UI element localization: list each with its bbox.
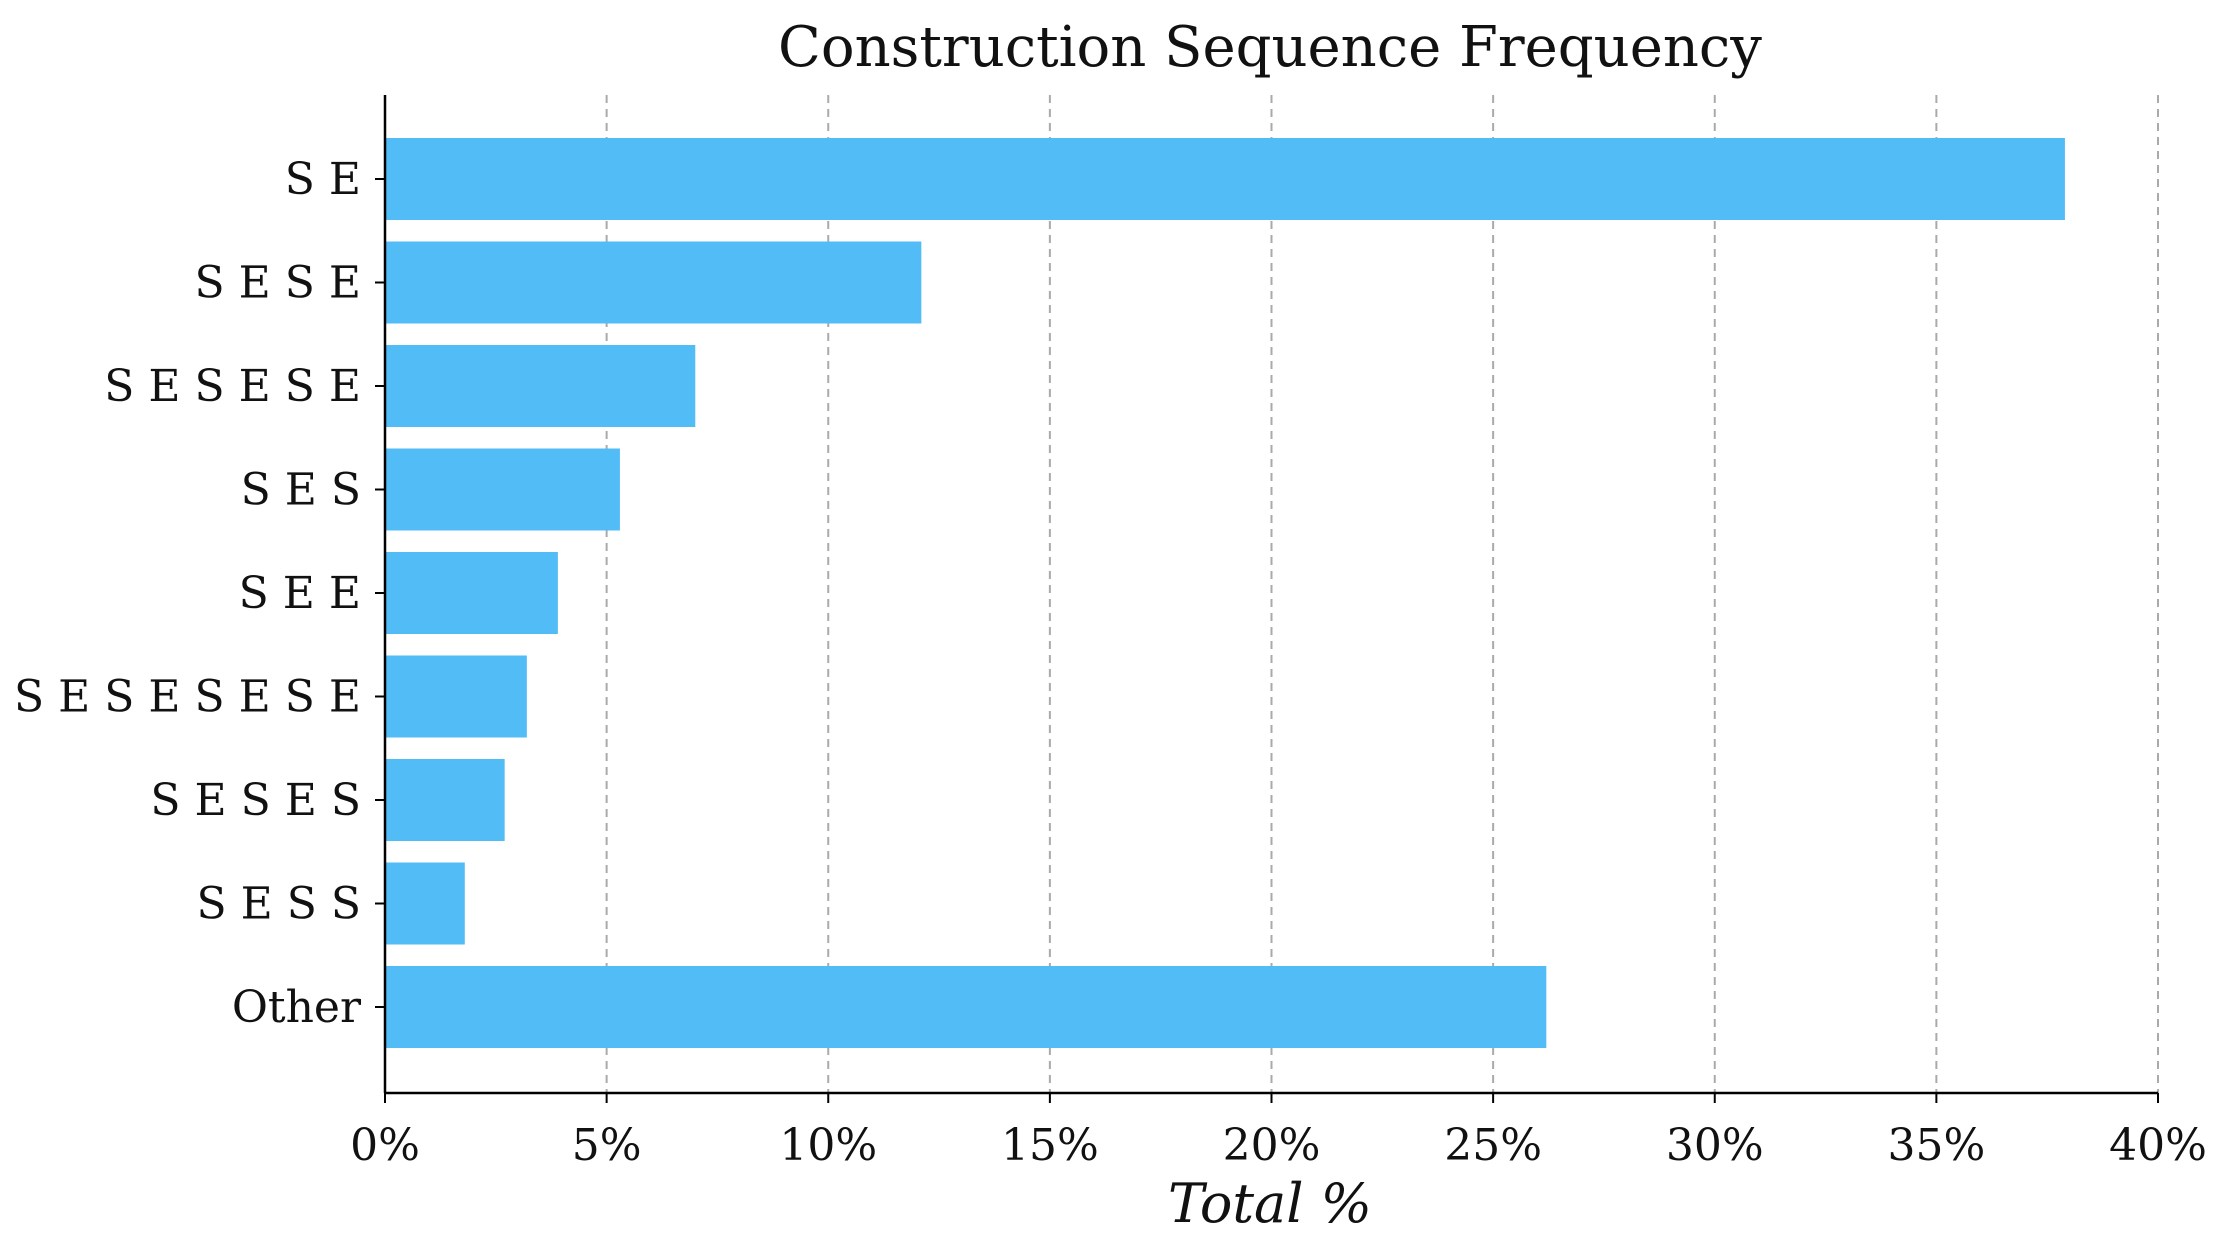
x-tick-label: 25%	[1444, 1120, 1542, 1171]
x-tick-label: 10%	[779, 1120, 877, 1171]
y-tick-label: Other	[232, 982, 362, 1033]
bar	[385, 966, 1547, 1048]
y-tick-label: S E S S	[196, 879, 361, 930]
bar	[385, 345, 696, 427]
x-tick-label: 30%	[1666, 1120, 1764, 1171]
bar	[385, 759, 505, 841]
bar	[385, 138, 2065, 220]
y-tick-label: S E S E S	[150, 775, 361, 826]
x-tick-label: 0%	[350, 1120, 420, 1171]
y-tick-label: S E E	[239, 568, 361, 619]
x-tick-label: 15%	[1001, 1120, 1099, 1171]
bar	[385, 448, 620, 531]
chart-title: Construction Sequence Frequency	[778, 15, 1762, 80]
bar	[385, 655, 527, 738]
grid-lines	[605, 95, 2159, 1093]
bar	[385, 862, 465, 945]
x-tick-label: 20%	[1223, 1120, 1321, 1171]
y-tick-labels: S E S E S E S E S E S E S E S S E E S E S E S…	[14, 154, 362, 1033]
x-tick-label: 40%	[2109, 1120, 2207, 1171]
axes	[375, 95, 2159, 1103]
bar	[385, 552, 558, 634]
bar	[385, 241, 922, 324]
x-tick-labels: 0% 5% 10% 15% 20% 25% 30% 35% 40%	[350, 1120, 2207, 1171]
y-tick-label: S E S E S E S E	[14, 672, 361, 723]
bars	[385, 138, 2065, 1048]
y-tick-label: S E	[285, 154, 361, 205]
x-axis-label: Total %	[1168, 1172, 1372, 1235]
y-tick-label: S E S	[241, 465, 361, 516]
y-tick-label: S E S E	[195, 258, 361, 309]
y-tick-label: S E S E S E	[104, 361, 361, 412]
x-tick-label: 5%	[572, 1120, 642, 1171]
x-tick-label: 35%	[1887, 1120, 1985, 1171]
